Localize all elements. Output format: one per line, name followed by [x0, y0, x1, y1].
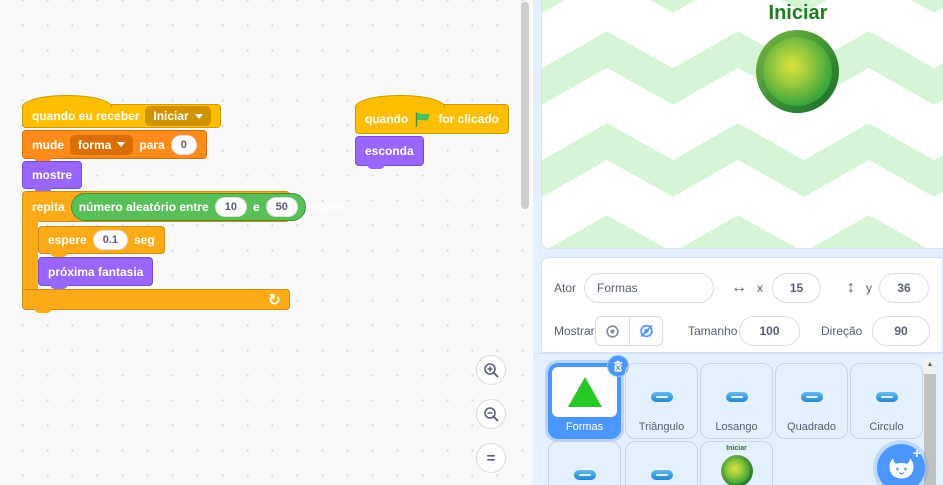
block-set-variable[interactable]: mude forma para 0 — [22, 130, 207, 162]
broadcast-dropdown[interactable]: Iniciar — [145, 106, 211, 126]
visibility-toggle — [595, 316, 663, 346]
sprite-tile-label: Quadrado — [787, 421, 836, 433]
block-when-i-receive[interactable]: quando eu receber Iniciar — [22, 95, 221, 128]
cat-icon — [889, 458, 913, 479]
y-input[interactable]: 36 — [879, 273, 929, 303]
block-label: espere — [48, 233, 87, 247]
sprite-tile-row2-1[interactable] — [548, 441, 621, 485]
button-sprite-thumbnail — [725, 392, 748, 402]
hide-sprite-button[interactable] — [629, 317, 662, 345]
block-next-costume[interactable]: próxima fantasia — [38, 257, 154, 289]
block-hide[interactable]: esconda — [355, 136, 424, 169]
x-axis-icon: ↔ — [731, 279, 747, 296]
delete-sprite-button[interactable] — [607, 355, 629, 377]
random-max-input[interactable]: 50 — [265, 196, 298, 217]
sprite-tile-circulo[interactable]: Circulo — [850, 363, 923, 439]
sprite-thumbnail — [552, 367, 617, 417]
block-label: quando — [365, 112, 409, 126]
block-repeat[interactable]: repita número aleatório entre 10 e 50 ve… — [22, 191, 345, 222]
y-axis-icon: ↕ — [847, 279, 855, 296]
x-input[interactable]: 15 — [772, 273, 821, 303]
size-label: Tamanho — [688, 324, 738, 338]
scroll-up-arrow-icon[interactable]: ▲ — [926, 361, 934, 368]
code-area-scrollbar[interactable] — [521, 2, 529, 209]
block-label: próxima fantasia — [48, 264, 144, 279]
sprite-tile-triangulo[interactable]: Triângulo — [625, 363, 698, 439]
code-area[interactable]: quando eu receber Iniciar mude forma par… — [0, 0, 533, 485]
chevron-down-icon — [117, 142, 126, 147]
value-input[interactable]: 0 — [170, 134, 197, 155]
block-label: mude — [32, 137, 65, 152]
block-label: quando eu receber — [32, 109, 140, 123]
block-label: seg — [134, 233, 155, 247]
sprite-tile-label: Triângulo — [638, 421, 685, 433]
zoom-reset-icon: = — [486, 449, 496, 467]
triangle-shape-icon — [567, 377, 602, 407]
stage-ball-sprite — [756, 30, 839, 113]
sprite-tile-losango[interactable]: Losango — [700, 363, 773, 439]
block-label: esconda — [365, 144, 414, 158]
ball-highlight — [763, 37, 832, 106]
eye-slash-icon — [639, 324, 653, 338]
ball-highlight — [723, 458, 750, 484]
add-sprite-button[interactable]: + — [877, 444, 925, 485]
repeat-block-footer[interactable]: ↻ — [22, 289, 290, 313]
block-label: para — [139, 137, 165, 152]
ball-sprite-thumbnail — [720, 455, 753, 485]
variable-dropdown[interactable]: forma — [70, 134, 134, 155]
block-wait[interactable]: espere 0.1 seg — [38, 226, 165, 257]
sprite-tile-formas[interactable]: Formas — [548, 355, 629, 439]
wait-seconds-input[interactable]: 0.1 — [92, 230, 128, 250]
sprite-info-panel: Ator Formas ↔ x 15 ↕ y 36 Mostrar Tamanh… — [541, 257, 943, 353]
green-flag-icon — [414, 111, 432, 127]
block-label: for clicado — [438, 112, 500, 126]
zoom-in-icon — [483, 362, 499, 378]
scrollbar-thumb[interactable] — [924, 374, 936, 485]
block-label: repita — [32, 199, 65, 214]
block-label: vezes — [311, 199, 345, 214]
sprite-list: Formas Triângulo Losango Quadrado Circul… — [533, 353, 943, 485]
thumbnail-caption: Iniciar — [726, 445, 747, 452]
stage-sprite-text: Iniciar — [768, 2, 828, 24]
zoom-out-button[interactable] — [476, 399, 506, 429]
zoom-in-button[interactable] — [476, 355, 506, 385]
show-label: Mostrar — [554, 324, 595, 338]
direction-input[interactable]: 90 — [872, 316, 930, 346]
block-label: mostre — [32, 168, 73, 182]
repeat-block-arm — [22, 220, 38, 291]
button-sprite-thumbnail — [875, 392, 898, 402]
sprite-name-label: Ator — [554, 281, 577, 295]
button-sprite-thumbnail — [800, 392, 823, 402]
chevron-backdrop — [542, 0, 943, 248]
sprite-tile-row2-2[interactable] — [625, 441, 698, 485]
stage: Iniciar — [541, 0, 943, 249]
button-sprite-thumbnail — [650, 470, 673, 480]
zoom-reset-button[interactable]: = — [476, 443, 506, 473]
button-sprite-thumbnail — [650, 392, 673, 402]
random-min-input[interactable]: 10 — [214, 196, 247, 217]
chevron-down-icon — [194, 113, 203, 119]
block-show[interactable]: mostre — [22, 161, 83, 192]
button-sprite-thumbnail — [573, 470, 596, 480]
block-when-flag-clicked[interactable]: quando for clicado — [355, 95, 510, 134]
sprite-tile-iniciar[interactable]: Iniciar — [700, 441, 773, 485]
x-label: x — [757, 281, 763, 295]
zoom-out-icon — [483, 406, 499, 422]
eye-icon — [606, 324, 619, 338]
loop-arrow-icon: ↻ — [266, 291, 283, 310]
trash-icon — [613, 360, 623, 372]
sprite-tile-label: Circulo — [869, 421, 904, 433]
plus-icon: + — [912, 445, 921, 461]
sprite-tile-quadrado[interactable]: Quadrado — [775, 363, 848, 439]
sprite-list-scrollbar[interactable]: ▲ — [924, 358, 936, 485]
block-pick-random[interactable]: número aleatório entre 10 e 50 — [70, 192, 306, 221]
size-input[interactable]: 100 — [739, 316, 800, 346]
sprite-tile-label: Formas — [565, 421, 604, 433]
direction-label: Direção — [821, 324, 863, 338]
sprite-name-input[interactable]: Formas — [584, 273, 714, 303]
y-label: y — [866, 281, 872, 295]
sprite-tile-label: Losango — [715, 421, 758, 433]
show-sprite-button[interactable] — [596, 317, 629, 345]
